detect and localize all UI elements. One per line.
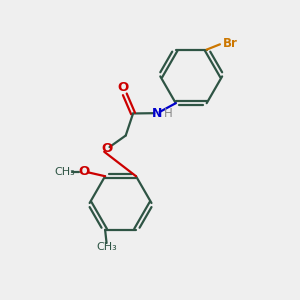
Text: N: N — [152, 107, 162, 120]
Text: O: O — [118, 81, 129, 94]
Text: CH₃: CH₃ — [54, 167, 75, 177]
Text: O: O — [78, 165, 89, 178]
Text: CH₃: CH₃ — [96, 242, 117, 252]
Text: O: O — [101, 142, 112, 155]
Text: Br: Br — [223, 37, 238, 50]
Text: H: H — [164, 107, 173, 120]
